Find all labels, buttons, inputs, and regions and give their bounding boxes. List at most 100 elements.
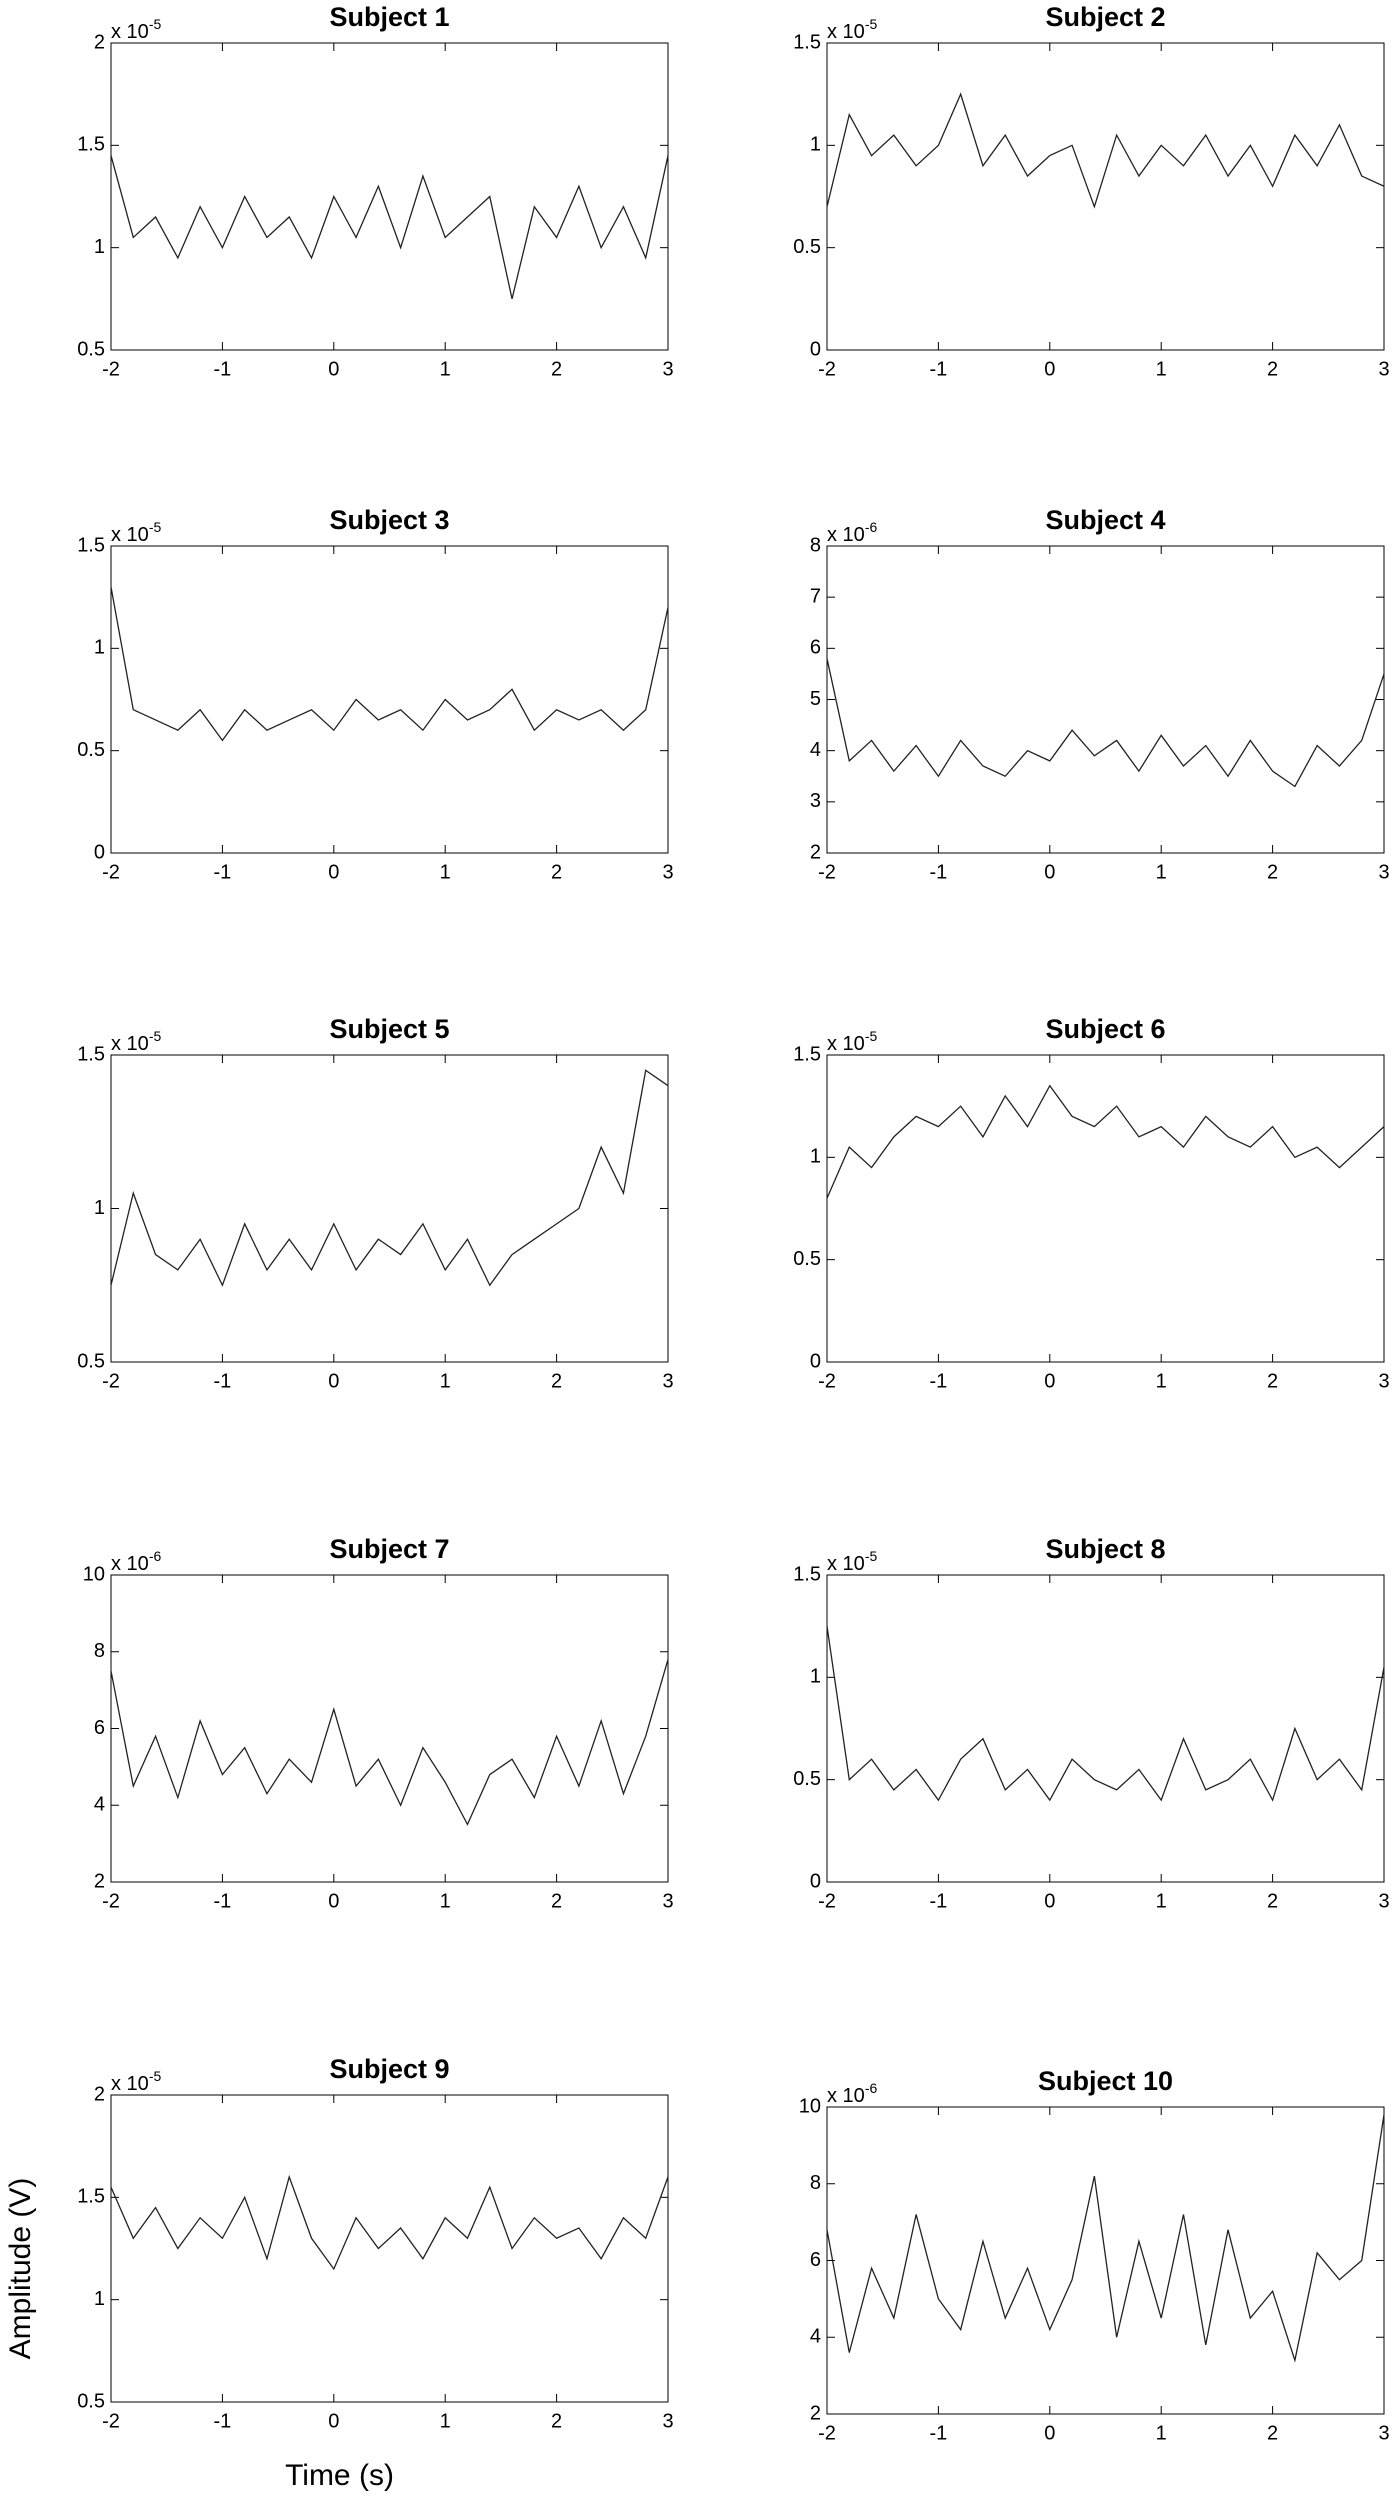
y-multiplier-base: x 10: [111, 1553, 149, 1575]
x-tick-label: -2: [102, 358, 120, 380]
y-tick-label: 5: [810, 688, 821, 710]
y-tick-label: 0.5: [77, 739, 105, 761]
x-tick-label: -1: [214, 358, 232, 380]
subplot-title: Subject 9: [329, 2054, 449, 2084]
y-multiplier-exponent: -5: [149, 519, 162, 535]
x-tick-label: -2: [818, 2422, 836, 2444]
x-tick-label: 3: [1378, 861, 1389, 883]
plot-frame: [826, 545, 1385, 854]
y-tick-label: 0: [810, 338, 821, 360]
y-tick-label: 0.5: [77, 338, 105, 360]
plot-frame: [110, 545, 669, 854]
x-tick-label: 3: [662, 1890, 673, 1912]
x-tick-label: 3: [1378, 358, 1389, 380]
y-tick-label: 0.5: [793, 1248, 821, 1270]
x-tick-label: 1: [440, 1890, 451, 1912]
y-multiplier: x 10-5: [111, 1028, 161, 1056]
x-tick-label: 1: [1156, 2422, 1167, 2444]
signal-line: [110, 2174, 669, 2271]
subplot-title: Subject 8: [1045, 1534, 1165, 1564]
x-tick-label: 2: [551, 1890, 562, 1912]
x-tick-label: 0: [1044, 1370, 1055, 1392]
x-tick-label: -2: [818, 1370, 836, 1392]
y-tick-label: 2: [810, 841, 821, 863]
y-multiplier-exponent: -5: [149, 1028, 162, 1044]
signal-line: [826, 2114, 1385, 2363]
y-multiplier: x 10-5: [111, 2068, 161, 2096]
y-multiplier-base: x 10: [827, 1033, 865, 1055]
x-tick-label: -1: [930, 1370, 948, 1392]
y-tick-label: 10: [83, 1563, 105, 1585]
x-tick-label: 2: [551, 1370, 562, 1392]
x-tick-label: 1: [1156, 358, 1167, 380]
subplot-title: Subject 3: [329, 505, 449, 535]
y-tick-label: 2: [94, 1870, 105, 1892]
y-tick-label: 8: [810, 2172, 821, 2194]
y-tick-label: 0.5: [77, 2390, 105, 2412]
subplot-title: Subject 7: [329, 1534, 449, 1564]
x-tick-label: 2: [1267, 358, 1278, 380]
y-multiplier-exponent: -6: [865, 519, 878, 535]
y-multiplier: x 10-5: [827, 1548, 877, 1576]
subplot-title: Subject 1: [329, 2, 449, 32]
x-tick-label: -1: [214, 2410, 232, 2432]
x-tick-label: -2: [818, 1890, 836, 1912]
x-tick-label: 3: [1378, 1890, 1389, 1912]
y-multiplier-base: x 10: [827, 524, 865, 546]
x-tick-label: -2: [102, 861, 120, 883]
x-tick-label: 0: [328, 861, 339, 883]
x-tick-label: 1: [1156, 861, 1167, 883]
y-tick-label: 2: [94, 2083, 105, 2105]
y-tick-label: 4: [94, 1794, 105, 1816]
x-tick-label: -1: [214, 1890, 232, 1912]
y-tick-label: 1.5: [77, 534, 105, 556]
signal-line: [110, 1659, 669, 1826]
x-tick-label: 2: [551, 861, 562, 883]
y-multiplier-base: x 10: [827, 1553, 865, 1575]
signal-line: [826, 658, 1385, 788]
y-tick-label: 1.5: [77, 134, 105, 156]
x-tick-label: -2: [818, 861, 836, 883]
y-multiplier-exponent: -5: [149, 16, 162, 32]
subplot-title: Subject 5: [329, 1014, 449, 1044]
signal-line: [110, 1069, 669, 1287]
y-tick-label: 1.5: [793, 1563, 821, 1585]
x-tick-label: 0: [1044, 358, 1055, 380]
y-multiplier-exponent: -5: [865, 1548, 878, 1564]
plot-frame: [110, 1054, 669, 1363]
y-multiplier-exponent: -5: [149, 2068, 162, 2084]
plot-frame: [826, 42, 1385, 351]
y-multiplier: x 10-5: [111, 16, 161, 44]
x-tick-label: 0: [328, 2410, 339, 2432]
y-tick-label: 7: [810, 585, 821, 607]
x-tick-label: 3: [662, 2410, 673, 2432]
y-multiplier-exponent: -5: [865, 1028, 878, 1044]
y-multiplier: x 10-5: [111, 519, 161, 547]
y-tick-label: 1: [94, 2288, 105, 2310]
x-tick-label: 1: [1156, 1370, 1167, 1392]
y-multiplier: x 10-6: [827, 519, 877, 547]
y-tick-label: 1: [810, 1666, 821, 1688]
x-tick-label: 2: [551, 2410, 562, 2432]
x-tick-label: -1: [930, 2422, 948, 2444]
signal-line: [110, 586, 669, 742]
x-tick-label: 0: [328, 358, 339, 380]
x-tick-label: 0: [1044, 2422, 1055, 2444]
y-tick-label: 0.5: [793, 236, 821, 258]
x-tick-label: -1: [930, 1890, 948, 1912]
signal-line: [826, 1084, 1385, 1199]
y-tick-label: 8: [810, 534, 821, 556]
signal-line: [110, 155, 669, 299]
y-tick-label: 1.5: [793, 1043, 821, 1065]
x-tick-label: -1: [930, 861, 948, 883]
x-tick-label: 2: [1267, 2422, 1278, 2444]
y-multiplier: x 10-5: [827, 16, 877, 44]
y-tick-label: 3: [810, 790, 821, 812]
x-axis-label: Time (s): [285, 2459, 394, 2492]
x-tick-label: 3: [1378, 2422, 1389, 2444]
y-tick-label: 0.5: [793, 1768, 821, 1790]
y-multiplier-exponent: -6: [149, 1548, 162, 1564]
y-tick-label: 0.5: [77, 1350, 105, 1372]
x-tick-label: 0: [328, 1890, 339, 1912]
